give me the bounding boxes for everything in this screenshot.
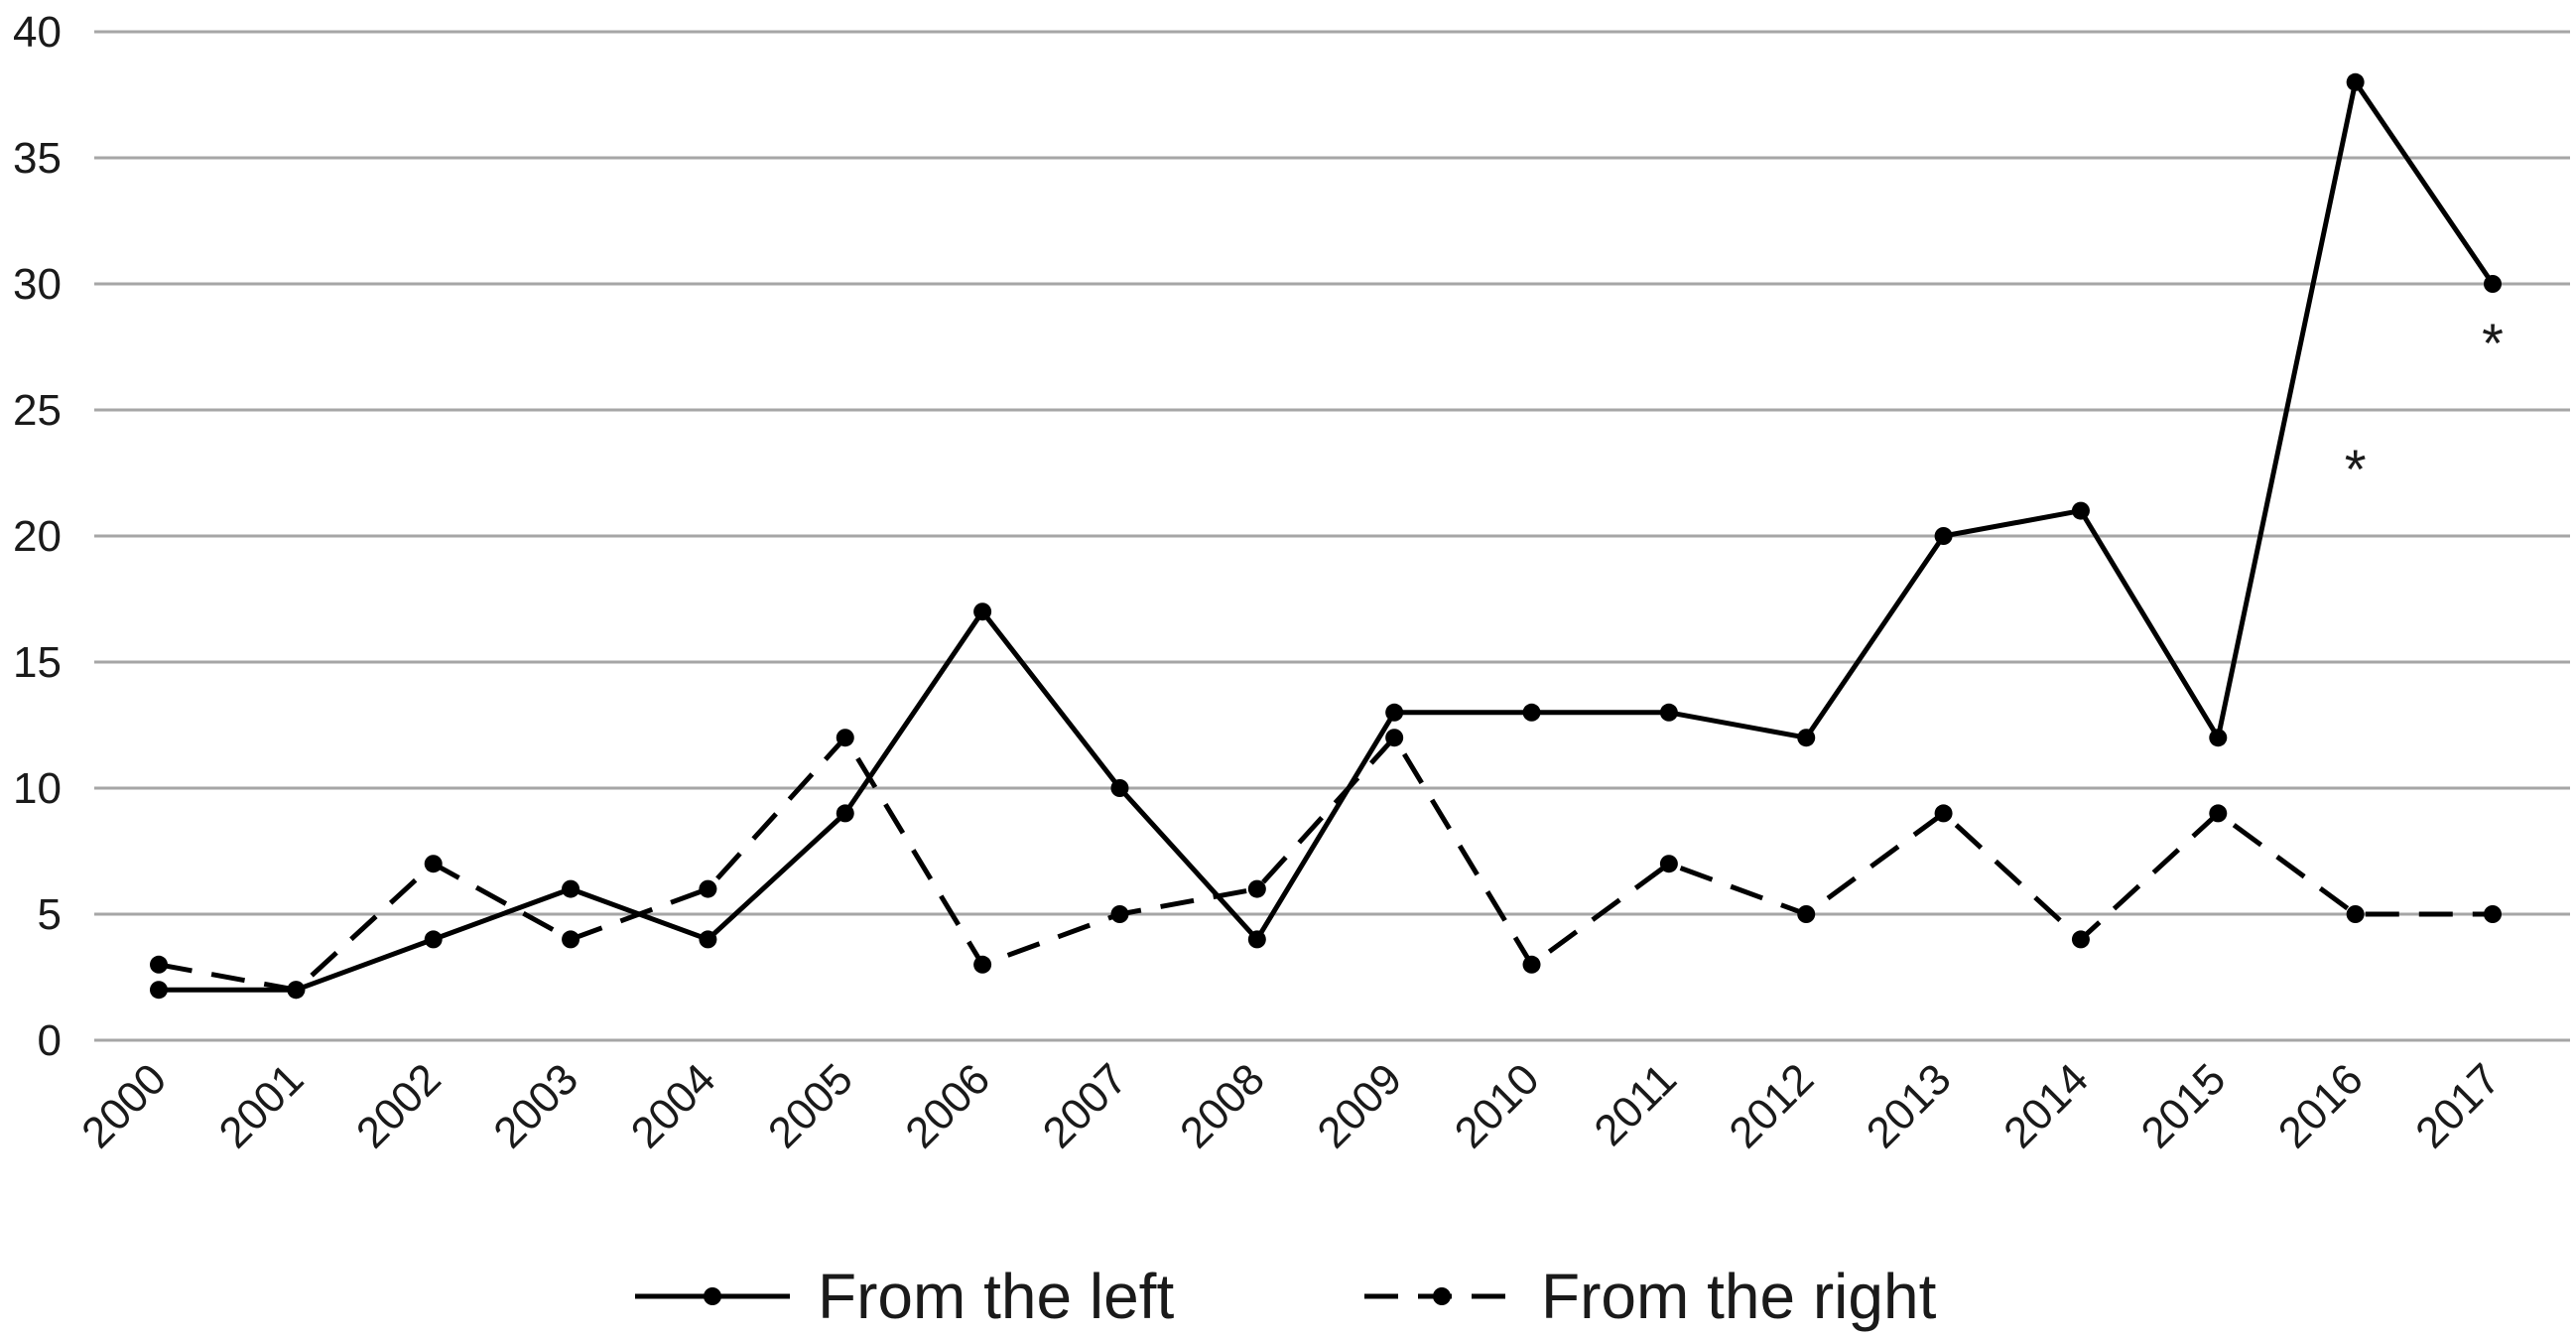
- x-tick-label: 2001: [210, 1054, 314, 1157]
- data-point: [973, 955, 992, 974]
- x-tick-label: 2017: [2406, 1054, 2510, 1157]
- data-point: [1522, 703, 1541, 722]
- legend-label: From the right: [1541, 1261, 1937, 1332]
- x-tick-label: 2002: [347, 1054, 451, 1157]
- y-tick-label: 35: [13, 134, 62, 183]
- legend-marker: [1433, 1287, 1451, 1305]
- y-tick-label: 10: [13, 764, 62, 813]
- data-point: [1110, 905, 1129, 923]
- legend-marker: [704, 1287, 721, 1305]
- data-point: [424, 855, 443, 873]
- data-point: [699, 930, 717, 949]
- x-tick-label: 2009: [1308, 1054, 1411, 1157]
- x-tick-label: 2012: [1720, 1054, 1823, 1157]
- data-point: [1659, 855, 1678, 873]
- x-tick-label: 2016: [2269, 1054, 2373, 1157]
- data-point: [1659, 703, 1678, 722]
- data-point: [973, 602, 992, 621]
- data-point: [1797, 905, 1816, 923]
- data-point: [150, 955, 168, 974]
- x-tick-label: 2013: [1858, 1054, 1961, 1157]
- annotation-asterisk: *: [2345, 438, 2367, 500]
- legend-label: From the left: [818, 1261, 1174, 1332]
- data-point: [1934, 804, 1953, 823]
- y-axis-tick-labels: 0 5 10 15 20 25 30 35 40: [13, 8, 62, 1065]
- legend-item-from-the-right: From the right: [1364, 1261, 1937, 1332]
- x-tick-label: 2003: [484, 1054, 587, 1157]
- series-from-the-right: [150, 729, 2502, 1000]
- y-tick-label: 15: [13, 638, 62, 687]
- x-axis-tick-labels: 2000 2001 2002 2003 2004 2005 2006 2007 2008 2009…: [72, 1054, 2510, 1157]
- data-point: [1385, 729, 1404, 747]
- annotations: **: [2345, 312, 2504, 500]
- data-point: [424, 930, 443, 949]
- data-point: [287, 981, 306, 1000]
- data-point: [2071, 930, 2090, 949]
- legend-item-from-the-left: From the left: [635, 1261, 1174, 1332]
- x-tick-label: 2015: [2131, 1054, 2235, 1157]
- data-point: [1247, 930, 1266, 949]
- y-tick-label: 20: [13, 512, 62, 561]
- gridlines: [94, 30, 2570, 1042]
- legend: From the left From the right: [635, 1261, 1937, 1332]
- data-point: [2484, 905, 2502, 923]
- data-point: [1110, 779, 1129, 797]
- data-point: [836, 804, 854, 823]
- y-tick-label: 5: [38, 890, 62, 939]
- data-series: [150, 72, 2502, 1000]
- x-tick-label: 2008: [1171, 1054, 1274, 1157]
- data-point: [2346, 905, 2365, 923]
- data-point: [1522, 955, 1541, 974]
- x-tick-label: 2011: [1585, 1054, 1686, 1155]
- x-tick-label: 2000: [72, 1054, 176, 1157]
- data-point: [562, 879, 580, 898]
- annotation-asterisk: *: [2482, 312, 2504, 374]
- y-tick-label: 40: [13, 8, 62, 57]
- data-point: [1934, 527, 1953, 545]
- data-point: [1247, 879, 1266, 898]
- data-point: [2209, 729, 2228, 747]
- y-tick-label: 0: [38, 1016, 62, 1065]
- data-point: [150, 981, 168, 1000]
- data-point: [2346, 72, 2365, 91]
- data-point: [836, 729, 854, 747]
- data-point: [2071, 501, 2090, 520]
- y-tick-label: 30: [13, 260, 62, 309]
- data-point: [699, 879, 717, 898]
- data-point: [562, 930, 580, 949]
- x-tick-label: 2007: [1034, 1054, 1137, 1157]
- series-line: [158, 735, 2493, 993]
- data-point: [2484, 275, 2502, 293]
- x-tick-label: 2005: [759, 1054, 862, 1157]
- data-point: [1797, 729, 1816, 747]
- data-point: [1385, 703, 1404, 722]
- x-tick-label: 2006: [896, 1054, 999, 1157]
- series-line: [159, 79, 2496, 993]
- x-tick-label: 2010: [1446, 1054, 1549, 1157]
- x-tick-label: 2004: [622, 1054, 725, 1157]
- x-tick-label: 2014: [1995, 1054, 2098, 1157]
- data-point: [2209, 804, 2228, 823]
- y-tick-label: 25: [13, 386, 62, 435]
